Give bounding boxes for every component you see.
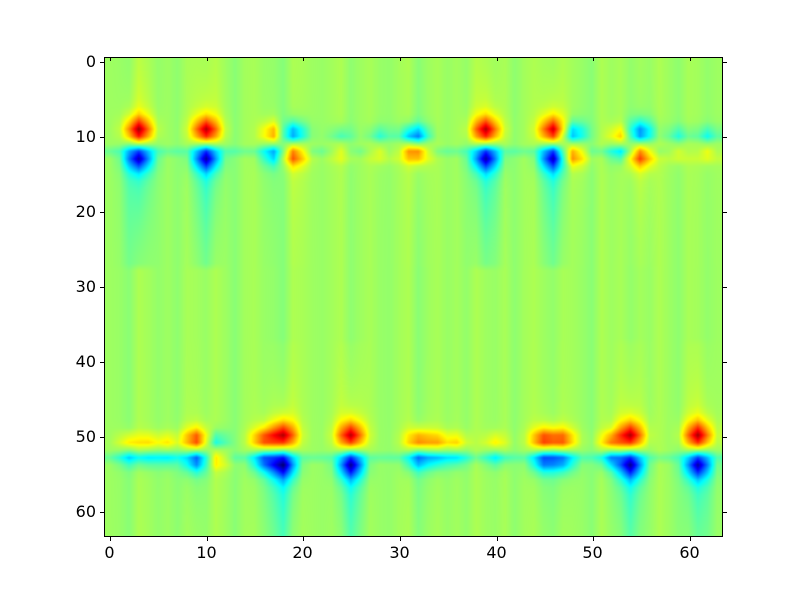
x-axis-tick-top	[302, 57, 304, 61]
x-axis-tick	[496, 537, 498, 541]
y-axis-tick	[100, 61, 104, 63]
y-axis-tick-right	[723, 436, 727, 438]
y-axis-tick-right	[723, 361, 727, 363]
x-axis-tick-top	[689, 57, 691, 61]
y-axis-tick-label: 30	[75, 276, 96, 296]
y-axis-tick-label: 0	[85, 51, 96, 71]
x-axis-tick	[689, 537, 691, 541]
y-axis-tick-right	[723, 61, 727, 63]
x-axis-tick-top	[592, 57, 594, 61]
x-axis-tick	[109, 537, 111, 541]
x-axis-tick-top	[206, 57, 208, 61]
x-axis-tick-label: 0	[104, 543, 115, 562]
x-axis-tick	[206, 537, 208, 541]
x-axis-tick-top	[496, 57, 498, 61]
x-axis-tick-label: 50	[582, 543, 603, 562]
x-axis-tick	[592, 537, 594, 541]
y-axis-tick	[100, 511, 104, 513]
y-axis-tick-right	[723, 136, 727, 138]
x-axis-tick-top	[109, 57, 111, 61]
y-axis-tick-label: 10	[75, 126, 96, 146]
x-axis-tick	[399, 537, 401, 541]
heatmap-axes	[104, 57, 723, 537]
y-axis-tick-right	[723, 511, 727, 513]
y-axis-tick	[100, 136, 104, 138]
y-axis-tick-label: 60	[75, 501, 96, 521]
y-axis-tick-right	[723, 211, 727, 213]
y-axis-tick	[100, 436, 104, 438]
x-axis-tick	[302, 537, 304, 541]
y-axis-tick	[100, 286, 104, 288]
heatmap-image	[105, 58, 722, 536]
y-axis-tick-label: 40	[75, 351, 96, 371]
y-axis-tick	[100, 361, 104, 363]
x-axis-tick-top	[399, 57, 401, 61]
x-axis-tick-label: 10	[196, 543, 217, 562]
y-axis-tick	[100, 211, 104, 213]
y-axis-tick-label: 20	[75, 201, 96, 221]
x-axis-tick-label: 40	[486, 543, 507, 562]
x-axis-tick-label: 20	[292, 543, 313, 562]
y-axis-tick-right	[723, 286, 727, 288]
x-axis-tick-label: 60	[679, 543, 700, 562]
x-axis-tick-label: 30	[389, 543, 410, 562]
y-axis-tick-label: 50	[75, 426, 96, 446]
